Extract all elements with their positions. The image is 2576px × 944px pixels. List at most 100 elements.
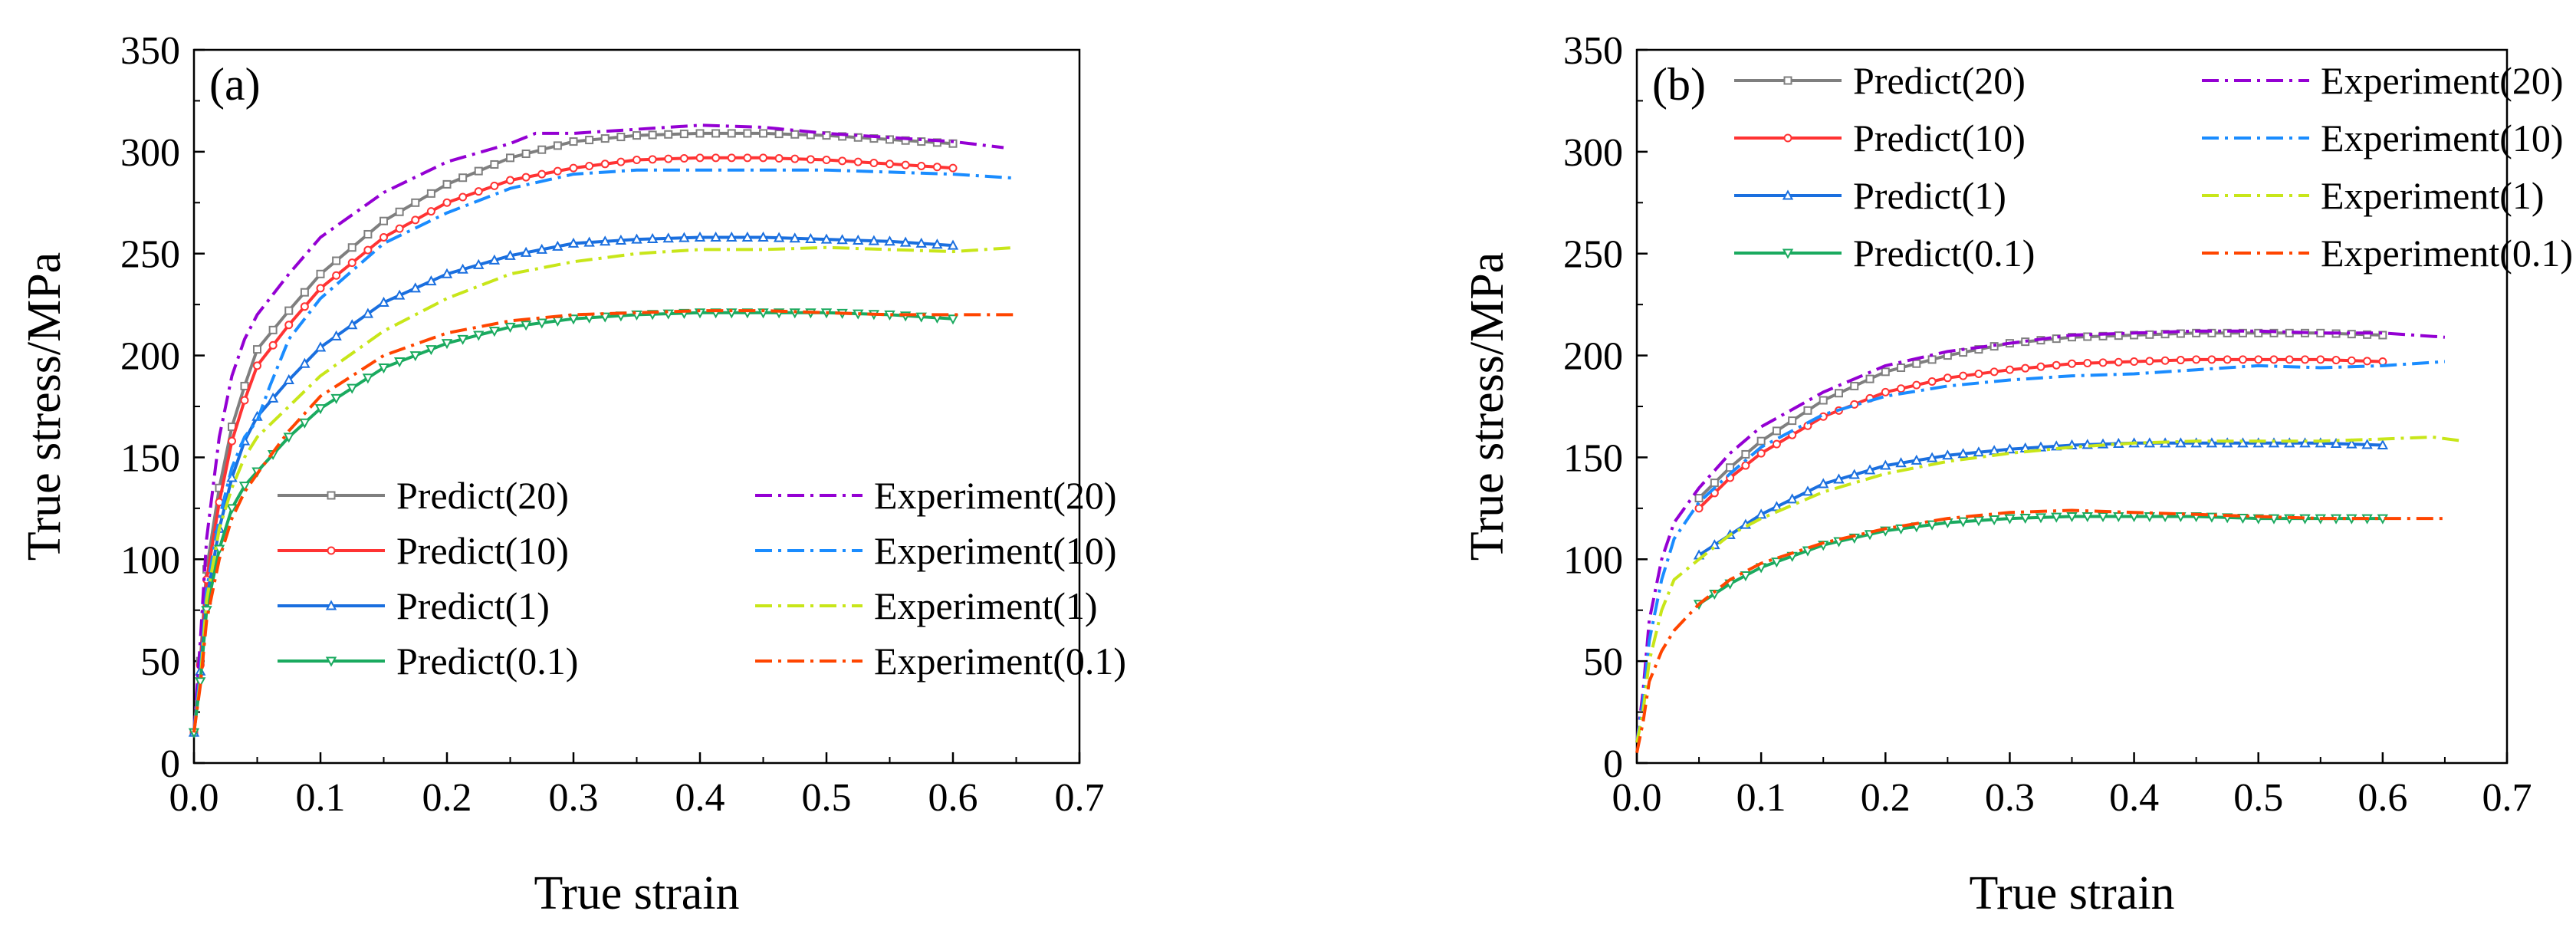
chart-1-marker-predict-0-1 bbox=[2206, 512, 2218, 523]
chart-panel-a: 0.0 0.1 0.2 0.3 0.4 0.5 0.6 0.7 0 50 100 150 200 250 3… bbox=[18, 29, 1126, 919]
chart-0-marker-predict-1 bbox=[267, 392, 279, 403]
chart-0-marker-predict-10 bbox=[901, 160, 910, 169]
chart-1-marker-predict-10 bbox=[2223, 355, 2232, 364]
chart-0-marker-predict-0-1 bbox=[426, 345, 437, 356]
chart-0-marker-predict-20 bbox=[474, 166, 483, 176]
chart-1-marker-predict-20 bbox=[1694, 494, 1704, 503]
chart-0-legend-label-experiment-1: Experiment(1) bbox=[874, 584, 1098, 627]
chart-0-series-experiment-10 bbox=[192, 168, 1017, 733]
chart-0-marker-predict-1 bbox=[678, 232, 690, 242]
chart-0-marker-predict-1 bbox=[836, 234, 848, 245]
chart-0-marker-predict-10 bbox=[774, 153, 784, 163]
chart-0-marker-predict-10 bbox=[380, 232, 388, 242]
chart-1-marker-predict-20 bbox=[2254, 328, 2263, 337]
chart-1-y-tick-label: 150 bbox=[1563, 436, 1623, 480]
chart-0-marker-predict-10 bbox=[853, 157, 863, 166]
chart-1-marker-predict-10 bbox=[2036, 362, 2045, 371]
chart-1-legend-marker-predict-20 bbox=[1783, 76, 1792, 85]
chart-0-marker-predict-1 bbox=[330, 330, 342, 340]
chart-0-marker-predict-20 bbox=[380, 216, 388, 225]
chart-0-marker-predict-1 bbox=[409, 282, 421, 293]
chart-0-marker-predict-20 bbox=[253, 345, 261, 354]
chart-1-marker-predict-0-1 bbox=[1957, 517, 1969, 528]
chart-1-marker-predict-1 bbox=[2346, 438, 2358, 449]
chart-1-marker-predict-20 bbox=[1819, 396, 1828, 405]
chart-0-marker-predict-0-1 bbox=[314, 404, 327, 415]
chart-1-marker-predict-0-1 bbox=[2035, 513, 2047, 524]
chart-1-line-experiment-1 bbox=[1635, 435, 2464, 743]
chart-1-marker-predict-20 bbox=[1756, 436, 1766, 446]
chart-0-marker-predict-1 bbox=[789, 232, 800, 243]
chart-1-series-experiment-0-1 bbox=[1635, 508, 2445, 754]
chart-1-marker-predict-1 bbox=[1786, 493, 1798, 504]
chart-0-line-experiment-0-1 bbox=[192, 309, 1017, 733]
chart-0-marker-predict-20 bbox=[600, 134, 610, 143]
chart-0-x-tick-label: 0.6 bbox=[928, 776, 978, 820]
chart-0-marker-predict-10 bbox=[284, 321, 294, 330]
chart-0-marker-predict-1 bbox=[441, 268, 453, 278]
chart-0-marker-predict-10 bbox=[886, 160, 894, 169]
chart-0-y-tick-label: 250 bbox=[120, 233, 180, 277]
chart-0-marker-predict-1 bbox=[899, 236, 912, 247]
chart-1-marker-predict-10 bbox=[1850, 400, 1859, 409]
chart-0-x-tick-label: 0.2 bbox=[422, 776, 472, 820]
chart-1-y-axis-label: True stress/MPa bbox=[1461, 252, 1513, 561]
chart-0-marker-predict-1 bbox=[536, 243, 547, 254]
chart-0-x-tick-label: 0.7 bbox=[1055, 776, 1105, 820]
chart-0-marker-predict-20 bbox=[347, 243, 356, 252]
chart-0-marker-predict-10 bbox=[253, 361, 261, 370]
chart-1-series-predict-1 bbox=[1693, 437, 2389, 560]
chart-1-marker-predict-20 bbox=[2021, 337, 2030, 347]
chart-1-marker-predict-10 bbox=[1772, 439, 1781, 449]
chart-0-legend-label-predict-1: Predict(1) bbox=[396, 584, 550, 627]
chart-0-y-tick-label: 150 bbox=[120, 436, 180, 480]
chart-0-marker-predict-1 bbox=[488, 254, 501, 265]
chart-1-x-tick-label: 0.3 bbox=[1985, 776, 2035, 820]
chart-0-marker-predict-20 bbox=[363, 229, 373, 238]
chart-0-marker-predict-20 bbox=[695, 129, 705, 138]
chart-0-marker-predict-10 bbox=[648, 155, 657, 164]
chart-0-marker-predict-1 bbox=[583, 236, 595, 247]
chart-0-marker-predict-0-1 bbox=[441, 339, 453, 350]
chart-1-legend-label-predict-0-1: Predict(0.1) bbox=[1853, 232, 2035, 275]
chart-1-marker-predict-1 bbox=[2330, 437, 2342, 448]
chart-1-marker-predict-20 bbox=[2052, 334, 2061, 344]
chart-0-marker-predict-10 bbox=[300, 302, 309, 311]
chart-0-marker-predict-10 bbox=[332, 271, 341, 280]
chart-1-marker-predict-1 bbox=[1848, 469, 1860, 479]
chart-1-y-tick-label: 350 bbox=[1563, 29, 1623, 73]
chart-0-legend: Predict(20) Predict(10) Predict(1) Predict(… bbox=[278, 474, 1126, 683]
chart-0-y-tick-label: 100 bbox=[120, 538, 180, 582]
chart-0-marker-predict-0-1 bbox=[947, 314, 959, 325]
chart-1-legend-label-experiment-10: Experiment(10) bbox=[2321, 117, 2564, 160]
chart-0-marker-predict-10 bbox=[664, 154, 673, 163]
chart-0-marker-predict-10 bbox=[426, 207, 435, 216]
chart-0-panel-label: (a) bbox=[209, 59, 261, 110]
chart-0-marker-predict-1 bbox=[473, 258, 485, 269]
chart-0-marker-predict-1 bbox=[457, 263, 468, 274]
chart-0-marker-predict-10 bbox=[316, 284, 325, 293]
chart-1-marker-predict-1 bbox=[1926, 452, 1938, 462]
chart-1-marker-predict-10 bbox=[2285, 355, 2294, 364]
chart-1-marker-predict-10 bbox=[2145, 357, 2154, 366]
chart-1-marker-predict-20 bbox=[2176, 329, 2185, 338]
chart-1-marker-predict-1 bbox=[2004, 443, 2016, 454]
chart-0-marker-predict-1 bbox=[915, 237, 927, 248]
chart-1-panel-label: (b) bbox=[1652, 59, 1706, 110]
chart-1-marker-predict-0-1 bbox=[1802, 546, 1814, 557]
chart-0-marker-predict-0-1 bbox=[378, 363, 389, 374]
chart-1-marker-predict-1 bbox=[2299, 437, 2311, 448]
chart-0-marker-predict-0-1 bbox=[330, 393, 342, 404]
chart-1-marker-predict-1 bbox=[2252, 437, 2264, 448]
chart-0-y-axis-label: True stress/MPa bbox=[18, 252, 71, 561]
chart-1-marker-predict-1 bbox=[2175, 437, 2187, 448]
chart-0-x-tick-label: 0.5 bbox=[802, 776, 852, 820]
chart-0-marker-predict-10 bbox=[869, 158, 879, 167]
chart-1-marker-predict-1 bbox=[1973, 446, 1985, 457]
chart-0-marker-predict-1 bbox=[552, 240, 564, 251]
chart-0-marker-predict-20 bbox=[774, 130, 784, 139]
chart-1-marker-predict-10 bbox=[2238, 355, 2247, 364]
chart-0-marker-predict-20 bbox=[268, 325, 278, 334]
chart-1-marker-predict-1 bbox=[1942, 449, 1953, 460]
chart-1-x-tick-label: 0.7 bbox=[2482, 776, 2532, 820]
